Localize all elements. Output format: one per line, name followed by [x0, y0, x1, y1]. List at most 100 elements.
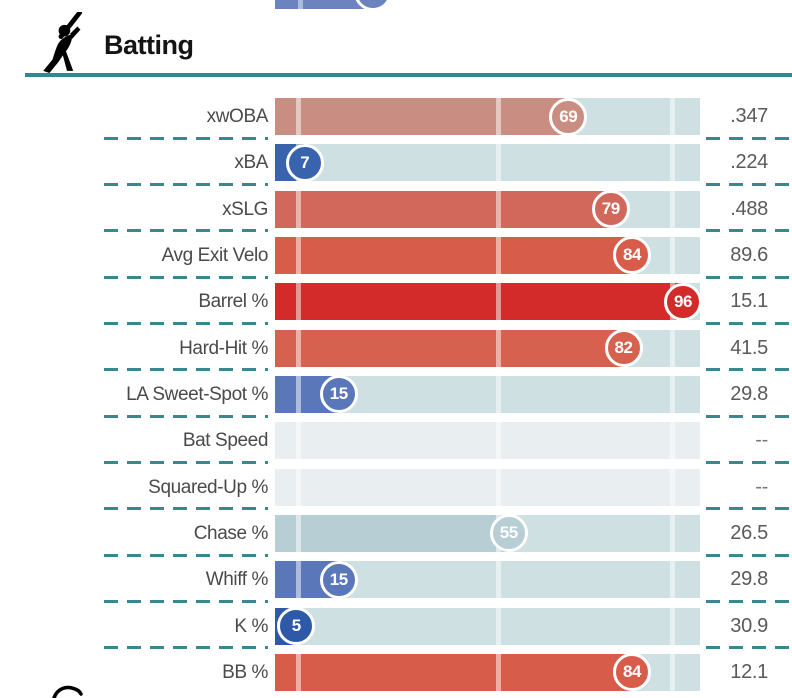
percentile-track [275, 422, 700, 460]
stat-value: .224 [730, 151, 768, 174]
metric-label: Avg Exit Velo [161, 244, 269, 266]
percentile-track: 84 [275, 236, 700, 275]
metric-label: Hard-Hit % [179, 337, 268, 359]
row-separator-dashed [104, 646, 268, 650]
track-tick [670, 468, 676, 506]
row-separator-dashed [706, 414, 792, 418]
metric-label: BB % [222, 661, 268, 683]
row-separator-dashed [706, 461, 792, 465]
track-tick [296, 653, 302, 691]
metric-label: Chase % [193, 522, 269, 544]
percentile-bar[interactable] [275, 236, 632, 274]
row-separator-dashed [706, 136, 792, 140]
metric-label: Barrel % [198, 291, 268, 313]
percentile-track: 15 [275, 375, 700, 414]
metric-label: xSLG [222, 198, 268, 220]
percentile-badge[interactable]: 79 [591, 190, 630, 229]
row-separator-dashed [104, 553, 268, 557]
percentile-bar[interactable] [275, 98, 569, 135]
percentile-badge[interactable]: 7 [285, 143, 324, 182]
cutoff-bar-fill [275, 0, 373, 9]
percentile-track: 69 [275, 97, 700, 136]
track-tick [670, 514, 676, 552]
percentile-bar[interactable] [275, 190, 611, 228]
stat-value: .488 [730, 197, 768, 220]
row-separator-dashed [706, 600, 792, 604]
stat-value: 29.8 [730, 382, 768, 405]
track-tick [670, 329, 676, 367]
percentile-badge[interactable]: 69 [549, 97, 588, 136]
row-separator-dashed [104, 507, 268, 511]
percentile-track: 5 [275, 607, 700, 646]
track-tick [496, 190, 501, 228]
percentile-track: 79 [275, 190, 700, 229]
track-tick [296, 561, 302, 599]
track-tick [670, 561, 676, 599]
metric-label: Whiff % [205, 569, 269, 591]
track-tick [496, 375, 501, 413]
row-separator-dashed [104, 414, 268, 418]
track-tick [496, 468, 501, 506]
row-separator-dashed [706, 553, 792, 557]
percentile-badge[interactable]: 84 [613, 653, 651, 692]
row-separator-dashed [104, 229, 268, 233]
track-tick [296, 514, 302, 552]
row-separator-dashed [104, 136, 268, 140]
track-tick [496, 283, 501, 321]
track-tick [496, 98, 501, 135]
percentile-track: 55 [275, 514, 700, 553]
percentile-bar[interactable] [275, 653, 632, 691]
percentile-bar[interactable] [275, 514, 509, 552]
track-tick [296, 468, 302, 506]
percentile-badge[interactable]: 15 [319, 375, 358, 414]
row-separator-dashed [104, 275, 268, 279]
metric-label: Bat Speed [182, 430, 269, 452]
stat-value: 29.8 [730, 568, 768, 591]
row-separator-dashed [104, 461, 268, 465]
cutoff-percentile-bar [275, 0, 700, 11]
track-tick [670, 607, 676, 645]
percentile-badge[interactable]: 55 [489, 514, 528, 553]
track-tick [670, 236, 676, 274]
track-tick [496, 144, 501, 182]
row-separator-dashed [104, 600, 268, 604]
section-divider-rule [25, 73, 792, 77]
row-separator-dashed [104, 368, 268, 372]
percentile-badge[interactable]: 96 [664, 282, 702, 321]
stat-value: 26.5 [730, 521, 768, 544]
row-separator-dashed [706, 322, 792, 326]
percentile-bar[interactable] [275, 329, 624, 367]
track-tick [670, 422, 676, 460]
metric-label: xBA [234, 152, 268, 174]
percentile-badge[interactable]: 5 [277, 607, 316, 646]
row-separator-dashed [104, 322, 268, 326]
track-tick [496, 561, 501, 599]
row-separator-dashed [706, 275, 792, 279]
percentile-badge[interactable]: 82 [604, 329, 643, 368]
track-tick [296, 98, 302, 135]
track-tick [296, 283, 302, 321]
track-tick [670, 190, 676, 228]
percentile-badge[interactable]: 84 [613, 236, 651, 275]
metric-label: K % [234, 615, 268, 637]
row-separator-dashed [706, 368, 792, 372]
track-tick [670, 98, 676, 135]
percentile-track: 7 [275, 143, 700, 182]
percentile-track: 82 [275, 329, 700, 368]
stat-value: 12.1 [730, 660, 768, 683]
track-tick [496, 653, 501, 691]
percentile-track [275, 468, 700, 506]
stat-value: .347 [730, 105, 768, 127]
percentile-track: 84 [275, 653, 700, 692]
stat-value: 15.1 [730, 290, 768, 313]
track-tick [496, 329, 501, 367]
row-separator-dashed [706, 229, 792, 233]
track-tick [496, 236, 501, 274]
percentile-bar[interactable] [275, 283, 683, 321]
row-separator-dashed [706, 507, 792, 511]
percentile-badge[interactable]: 15 [319, 560, 358, 599]
stat-value: -- [755, 475, 768, 498]
track-tick [296, 329, 302, 367]
track-tick [670, 144, 676, 182]
